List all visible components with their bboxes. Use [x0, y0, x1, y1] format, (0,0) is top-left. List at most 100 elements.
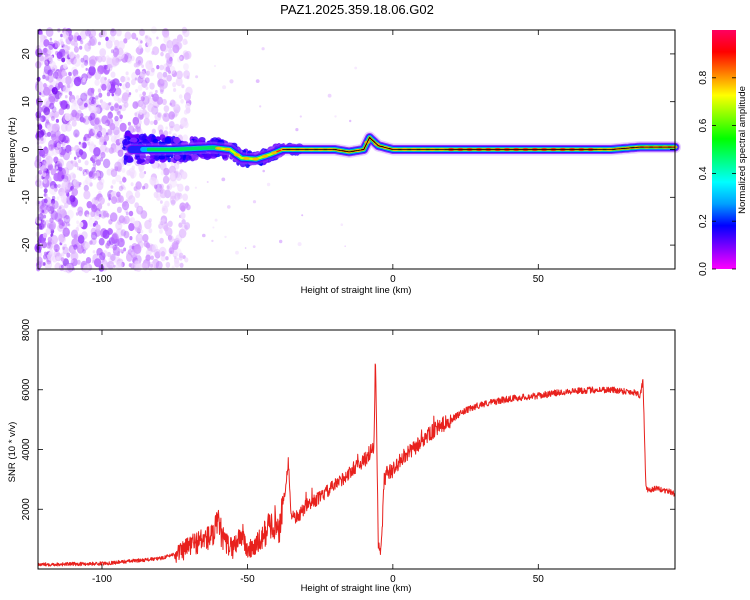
noise-blob: [54, 96, 59, 103]
noise-blob: [38, 169, 43, 175]
noise-blob: [145, 60, 153, 71]
noise-blob: [131, 251, 134, 256]
noise-blob: [170, 52, 175, 58]
noise-blob: [252, 200, 257, 204]
noise-blob: [114, 102, 119, 109]
noise-blob: [74, 145, 80, 153]
noise-blob: [53, 244, 60, 253]
noise-blob: [340, 223, 344, 226]
noise-blob: [44, 259, 52, 270]
noise-blob: [60, 210, 67, 219]
noise-blob: [176, 70, 183, 80]
noise-blob: [70, 259, 74, 263]
ridge-blob: [124, 131, 131, 137]
noise-blob: [297, 242, 302, 247]
spectrogram-y-tick-label: 0: [21, 146, 32, 152]
noise-blob: [143, 117, 150, 126]
noise-blob: [135, 88, 139, 93]
noise-blob: [67, 84, 71, 89]
noise-blob: [43, 107, 50, 116]
noise-blob: [119, 248, 124, 253]
noise-blob: [166, 74, 172, 82]
noise-blob: [107, 260, 115, 270]
noise-blob: [130, 55, 135, 62]
noise-blob: [161, 205, 169, 214]
ridge-blob: [136, 159, 142, 165]
noise-blob: [224, 235, 227, 239]
noise-blob: [261, 47, 265, 51]
noise-blob: [108, 40, 112, 45]
noise-blob: [135, 47, 141, 54]
noise-blob: [194, 186, 197, 189]
noise-blob: [47, 207, 50, 212]
noise-blob: [128, 222, 135, 232]
noise-blob: [119, 180, 123, 185]
noise-blob: [44, 193, 48, 198]
noise-blob: [36, 98, 43, 107]
noise-blob: [50, 130, 56, 138]
noise-blob: [53, 250, 60, 258]
noise-blob: [118, 195, 124, 203]
noise-blob: [71, 109, 78, 118]
noise-blob: [77, 159, 82, 164]
noise-blob: [108, 147, 114, 154]
noise-blob: [106, 168, 112, 176]
noise-blob: [42, 232, 48, 239]
noise-blob: [49, 111, 56, 119]
noise-blob: [124, 76, 130, 84]
noise-blob: [38, 117, 43, 123]
noise-blob: [62, 86, 68, 93]
noise-blob: [181, 171, 188, 180]
noise-blob: [48, 93, 56, 103]
noise-blob: [43, 214, 47, 219]
noise-blob: [73, 102, 77, 107]
noise-blob: [65, 191, 70, 197]
noise-blob: [183, 92, 191, 102]
noise-blob: [95, 95, 99, 100]
noise-blob: [160, 221, 164, 226]
noise-blob: [87, 141, 91, 146]
noise-blob: [160, 51, 164, 57]
noise-blob: [141, 262, 146, 269]
noise-blob: [91, 93, 95, 98]
noise-blob: [162, 71, 168, 78]
noise-blob: [74, 183, 80, 189]
noise-blob: [51, 195, 56, 201]
ridge-blob: [174, 154, 181, 160]
noise-blob: [62, 30, 69, 40]
noise-blob: [76, 35, 82, 41]
noise-blob: [46, 131, 52, 137]
noise-blob: [138, 109, 143, 115]
noise-blob: [86, 201, 93, 209]
ridge-hotspot: [252, 157, 259, 161]
noise-blob: [169, 56, 173, 62]
noise-blob: [39, 92, 42, 96]
noise-blob: [68, 71, 71, 76]
noise-blob: [103, 64, 108, 70]
noise-blob: [41, 147, 49, 157]
noise-blob: [255, 79, 260, 83]
noise-blob: [43, 198, 48, 204]
noise-blob: [37, 48, 42, 54]
noise-blob: [111, 233, 119, 244]
ridge-blob: [149, 155, 155, 159]
noise-blob: [169, 125, 175, 132]
noise-blob: [62, 185, 69, 195]
noise-blob: [140, 229, 144, 234]
ridge-blob: [203, 152, 211, 161]
noise-blob: [116, 252, 120, 257]
noise-blob: [79, 166, 83, 172]
noise-blob: [58, 233, 65, 243]
noise-blob: [173, 123, 181, 132]
noise-blob: [160, 200, 163, 204]
noise-blob: [184, 257, 189, 263]
noise-blob: [127, 94, 131, 98]
noise-blob: [85, 92, 89, 97]
noise-blob: [47, 236, 52, 243]
noise-blob: [53, 187, 58, 192]
ridge-blob: [152, 138, 159, 143]
noise-blob: [126, 169, 131, 176]
snr-background: [38, 330, 675, 569]
snr-y-tick-label: 6000: [21, 378, 32, 401]
noise-blob: [118, 215, 125, 224]
